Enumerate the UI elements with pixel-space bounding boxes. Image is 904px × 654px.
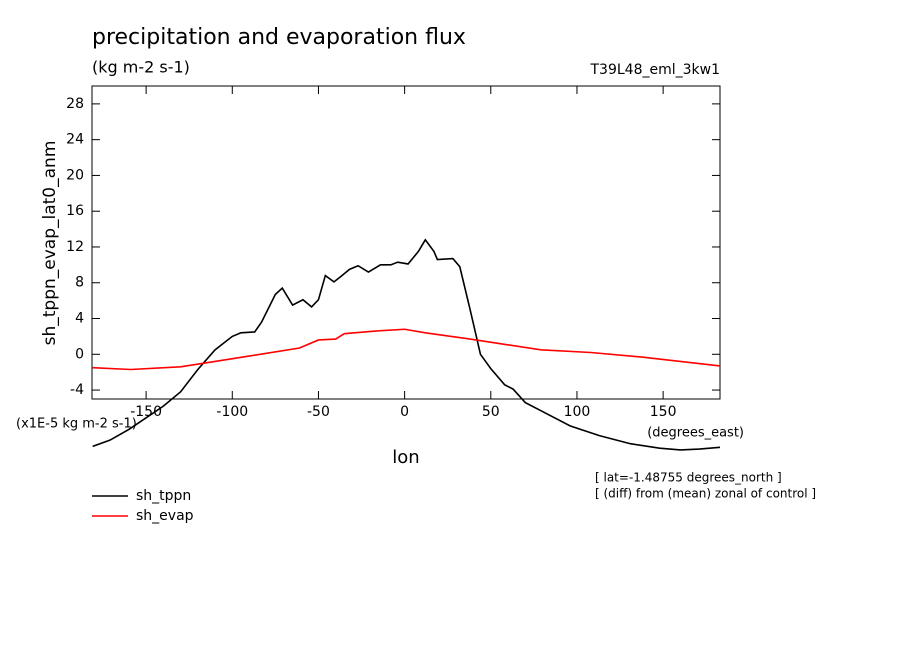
x-tick-label: 0 [400, 404, 409, 420]
y-tick-label: 24 [66, 132, 84, 148]
y-tick-label: 0 [75, 346, 84, 362]
dataset-label: T39L48_eml_3kw1 [590, 62, 721, 78]
y-units: (x1E-5 kg m-2 s-1) [16, 417, 137, 432]
series-line [92, 238, 721, 451]
x-tick-label: -150 [130, 404, 162, 420]
y-tick-label: 12 [66, 239, 84, 255]
legend-label: sh_evap [136, 508, 194, 524]
plot-frame [91, 85, 721, 400]
x-tick-label: 150 [650, 404, 677, 420]
series-line [92, 328, 721, 371]
subtitle: (kg m-2 s-1) [92, 58, 190, 77]
note: [ (diff) from (mean) zonal of control ] [595, 487, 816, 501]
y-tick-label: -4 [70, 382, 84, 398]
y-tick-label: 16 [66, 203, 84, 219]
x-tick-label: 100 [564, 404, 591, 420]
y-tick-label: 8 [75, 275, 84, 291]
x-tick-label: -100 [216, 404, 248, 420]
y-tick-label: 20 [66, 167, 84, 183]
x-units: (degrees_east) [647, 426, 744, 441]
legend-label: sh_tppn [136, 488, 191, 504]
y-tick-label: 28 [66, 96, 84, 112]
x-tick-label: 50 [482, 404, 500, 420]
chart-title: precipitation and evaporation flux [92, 25, 466, 50]
note: [ lat=-1.48755 degrees_north ] [595, 471, 782, 485]
x-axis-title: lon [392, 447, 419, 468]
y-tick-label: 4 [75, 311, 84, 327]
y-axis-title: sh_tppn_evap_lat0_anm [40, 141, 60, 346]
x-tick-label: -50 [307, 404, 330, 420]
